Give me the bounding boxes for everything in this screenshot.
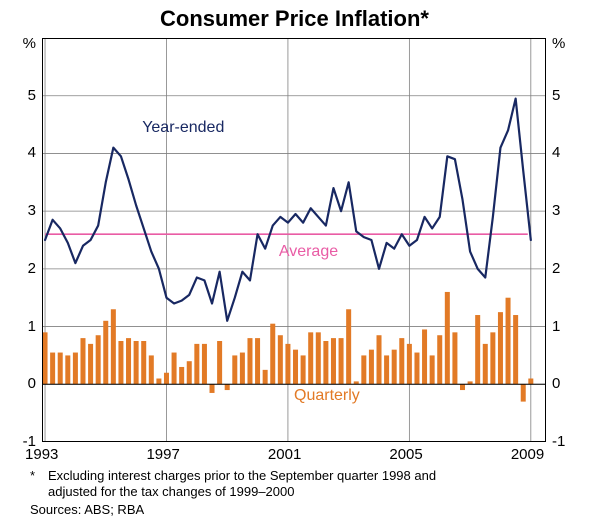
x-tick: 1993 — [25, 446, 58, 463]
footnote-text-line1: Excluding interest charges prior to the … — [48, 468, 436, 483]
y-tick-left: 1 — [28, 318, 36, 335]
y-tick-left: 3 — [28, 202, 36, 219]
chart-plot-area — [42, 38, 546, 442]
y-tick-right: 1 — [552, 318, 560, 335]
y-tick-left: 2 — [28, 260, 36, 277]
x-tick: 2009 — [511, 446, 544, 463]
y-axis-unit-left: % — [23, 35, 36, 52]
y-tick-right: 4 — [552, 144, 560, 161]
sources: Sources: ABS; RBA — [30, 502, 144, 517]
chart-title: Consumer Price Inflation* — [0, 6, 589, 32]
footnote-text-line2: adjusted for the tax changes of 1999–200… — [48, 484, 294, 499]
y-axis-unit-right: % — [552, 35, 565, 52]
y-tick-right: 5 — [552, 87, 560, 104]
y-tick-left: 4 — [28, 144, 36, 161]
y-tick-right: -1 — [552, 433, 565, 450]
footnote-marker: * — [30, 468, 48, 484]
footnote: *Excluding interest charges prior to the… — [30, 468, 554, 499]
footnote-indent — [30, 484, 48, 500]
y-tick-right: 2 — [552, 260, 560, 277]
y-tick-left: 5 — [28, 87, 36, 104]
x-tick: 2005 — [389, 446, 422, 463]
x-tick: 1997 — [146, 446, 179, 463]
x-tick: 2001 — [268, 446, 301, 463]
y-tick-left: 0 — [28, 375, 36, 392]
y-tick-right: 3 — [552, 202, 560, 219]
y-tick-right: 0 — [552, 375, 560, 392]
